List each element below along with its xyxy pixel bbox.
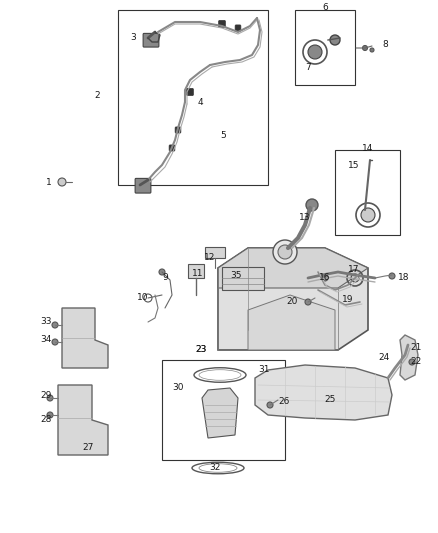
Bar xyxy=(162,360,285,460)
Ellipse shape xyxy=(159,269,165,275)
Ellipse shape xyxy=(361,208,375,222)
FancyBboxPatch shape xyxy=(143,34,159,47)
Text: 23: 23 xyxy=(195,345,206,354)
Text: 21: 21 xyxy=(410,343,421,352)
Text: 7: 7 xyxy=(305,62,311,71)
Text: 2: 2 xyxy=(94,91,100,100)
FancyBboxPatch shape xyxy=(187,88,193,95)
Text: 29: 29 xyxy=(41,391,52,400)
Text: 22: 22 xyxy=(410,358,421,367)
Ellipse shape xyxy=(351,274,359,282)
Polygon shape xyxy=(62,308,108,368)
Ellipse shape xyxy=(322,275,328,281)
Text: 3: 3 xyxy=(130,34,136,43)
Ellipse shape xyxy=(273,240,297,264)
Text: 13: 13 xyxy=(299,214,311,222)
Ellipse shape xyxy=(58,178,66,186)
Ellipse shape xyxy=(308,45,322,59)
Ellipse shape xyxy=(267,402,273,408)
Polygon shape xyxy=(218,248,368,288)
Text: 24: 24 xyxy=(378,353,389,362)
Text: 8: 8 xyxy=(382,41,388,50)
Text: 14: 14 xyxy=(362,143,374,152)
Text: 31: 31 xyxy=(258,366,269,375)
FancyBboxPatch shape xyxy=(235,25,241,31)
Text: 35: 35 xyxy=(230,271,241,279)
Polygon shape xyxy=(248,295,335,350)
Text: 6: 6 xyxy=(322,4,328,12)
Bar xyxy=(188,264,204,278)
Text: 20: 20 xyxy=(286,297,298,306)
Ellipse shape xyxy=(52,339,58,345)
Text: 25: 25 xyxy=(324,395,336,405)
Ellipse shape xyxy=(306,199,318,211)
Ellipse shape xyxy=(47,412,53,418)
Text: 15: 15 xyxy=(348,160,360,169)
FancyBboxPatch shape xyxy=(169,145,175,151)
Text: 12: 12 xyxy=(204,254,215,262)
Bar xyxy=(222,268,264,290)
Ellipse shape xyxy=(409,359,415,365)
Text: 30: 30 xyxy=(172,384,184,392)
Text: 11: 11 xyxy=(192,270,204,279)
Polygon shape xyxy=(58,385,108,455)
Text: 32: 32 xyxy=(209,464,221,472)
Ellipse shape xyxy=(370,48,374,52)
Polygon shape xyxy=(218,248,368,350)
Text: 26: 26 xyxy=(278,398,290,407)
Ellipse shape xyxy=(389,273,395,279)
Bar xyxy=(118,10,268,185)
Ellipse shape xyxy=(363,45,367,51)
FancyBboxPatch shape xyxy=(135,179,151,193)
FancyBboxPatch shape xyxy=(175,127,181,133)
Ellipse shape xyxy=(52,322,58,328)
Text: 19: 19 xyxy=(342,295,354,304)
Text: 4: 4 xyxy=(198,98,204,107)
Ellipse shape xyxy=(405,359,411,365)
Text: 23: 23 xyxy=(195,345,206,354)
Text: 28: 28 xyxy=(41,416,52,424)
Text: 1: 1 xyxy=(46,177,52,187)
Text: 17: 17 xyxy=(348,265,360,274)
Ellipse shape xyxy=(278,245,292,259)
Text: 16: 16 xyxy=(318,273,330,282)
Polygon shape xyxy=(202,388,238,438)
Polygon shape xyxy=(255,365,392,420)
Text: 5: 5 xyxy=(220,131,226,140)
Text: 10: 10 xyxy=(137,294,148,303)
Ellipse shape xyxy=(47,395,53,401)
Ellipse shape xyxy=(305,299,311,305)
Text: 18: 18 xyxy=(398,273,410,282)
Bar xyxy=(205,247,225,258)
Text: 27: 27 xyxy=(82,443,94,453)
Text: 33: 33 xyxy=(40,318,52,327)
Text: 34: 34 xyxy=(41,335,52,344)
Bar xyxy=(295,10,355,85)
Polygon shape xyxy=(400,335,418,380)
Ellipse shape xyxy=(330,35,340,45)
Bar xyxy=(335,150,400,235)
FancyBboxPatch shape xyxy=(219,20,226,28)
Text: 9: 9 xyxy=(162,273,168,282)
